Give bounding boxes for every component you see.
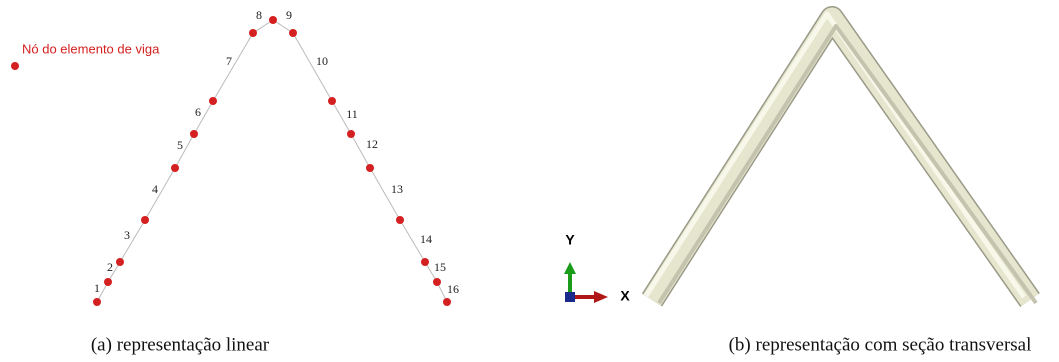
node-label: 8 bbox=[256, 8, 262, 22]
node-dot bbox=[421, 258, 429, 266]
node-label: 6 bbox=[195, 105, 201, 119]
node-label: 10 bbox=[316, 54, 328, 68]
x-axis-label: X bbox=[620, 288, 630, 304]
node-dot bbox=[433, 278, 441, 286]
node-label: 13 bbox=[391, 182, 403, 196]
node-label: 5 bbox=[177, 138, 183, 152]
caption-right: (b) representação com seção transversal bbox=[729, 334, 1032, 355]
node-dot bbox=[396, 216, 404, 224]
node-label: 4 bbox=[152, 182, 158, 196]
node-label: 7 bbox=[226, 54, 232, 68]
node-label: 1 bbox=[94, 281, 100, 295]
node-dot bbox=[171, 164, 179, 172]
node-label: 11 bbox=[346, 107, 358, 121]
node-label: 16 bbox=[447, 282, 459, 296]
node-dot bbox=[116, 258, 124, 266]
y-axis-label: Y bbox=[565, 232, 575, 248]
node-dot bbox=[141, 216, 149, 224]
node-dot bbox=[366, 164, 374, 172]
node-label: 9 bbox=[286, 8, 292, 22]
legend-label: Nó do elemento de viga bbox=[22, 41, 160, 56]
tube-outline bbox=[652, 18, 1030, 300]
z-axis bbox=[565, 292, 575, 302]
node-dot bbox=[249, 29, 257, 37]
beam-line bbox=[97, 20, 447, 302]
tube-body bbox=[652, 18, 1030, 300]
node-label: 3 bbox=[124, 228, 130, 242]
caption-left: (a) representação linear bbox=[91, 334, 270, 355]
node-dot bbox=[209, 97, 217, 105]
node-dot bbox=[328, 97, 336, 105]
node-label: 12 bbox=[366, 137, 378, 151]
node-dot bbox=[190, 130, 198, 138]
tube-shade bbox=[659, 26, 1036, 303]
y-arrowhead bbox=[564, 262, 576, 274]
tube-highlight bbox=[646, 14, 1024, 297]
node-dot bbox=[93, 298, 101, 306]
node-label: 2 bbox=[107, 260, 113, 274]
node-dot bbox=[347, 130, 355, 138]
node-dot bbox=[443, 298, 451, 306]
node-label: 14 bbox=[420, 232, 432, 246]
figure: Nó do elemento de viga 12345678910111213… bbox=[0, 0, 1059, 362]
legend-dot bbox=[11, 62, 19, 70]
node-dot bbox=[269, 16, 277, 24]
node-dot bbox=[104, 278, 112, 286]
node-dot bbox=[289, 29, 297, 37]
x-arrowhead bbox=[594, 291, 608, 303]
node-label: 15 bbox=[434, 260, 446, 274]
